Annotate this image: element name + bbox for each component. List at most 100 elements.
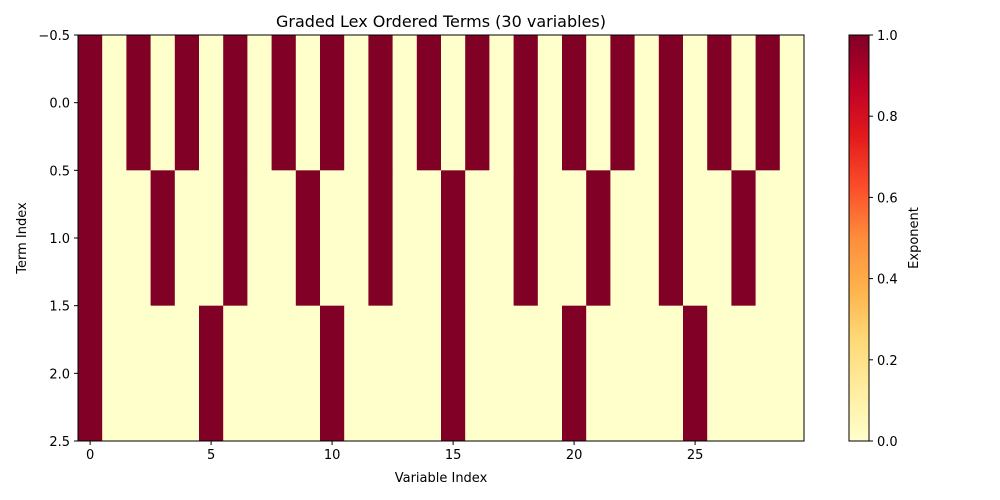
heatmap-cell bbox=[562, 305, 587, 442]
heatmap-cell bbox=[755, 35, 781, 171]
heatmap-cell bbox=[416, 305, 442, 442]
heatmap-cell bbox=[295, 170, 321, 307]
heatmap-cell bbox=[247, 35, 272, 171]
heatmap-cell bbox=[150, 170, 176, 307]
heatmap-cell bbox=[174, 170, 200, 307]
heatmap-cell bbox=[658, 305, 684, 442]
heatmap-cell bbox=[537, 170, 563, 307]
heatmap-cell bbox=[174, 305, 200, 442]
heatmap-cell bbox=[586, 305, 611, 442]
heatmap-cell bbox=[537, 35, 563, 171]
heatmap-cell bbox=[707, 305, 732, 442]
colorbar bbox=[848, 34, 870, 442]
chart-title: Graded Lex Ordered Terms (30 variables) bbox=[276, 12, 606, 31]
y-axis: −0.5 0.0 0.5 1.0 1.5 2.0 2.5 bbox=[38, 29, 78, 450]
heatmap-cell bbox=[102, 170, 127, 307]
y-tick-label: 2.5 bbox=[49, 435, 70, 450]
heatmap-cell bbox=[392, 305, 418, 442]
heatmap-cell bbox=[586, 170, 611, 307]
x-tick-label: 5 bbox=[207, 448, 215, 463]
y-tick-label: 0.5 bbox=[49, 164, 70, 179]
heatmap-cell bbox=[465, 35, 490, 171]
heatmap-cell bbox=[586, 35, 611, 171]
heatmap-cell bbox=[344, 170, 369, 307]
y-tick-label: −0.5 bbox=[38, 29, 70, 44]
heatmap-cell bbox=[320, 305, 345, 442]
heatmap-cell bbox=[392, 170, 418, 307]
heatmap-cell bbox=[441, 305, 466, 442]
heatmap-cell bbox=[441, 35, 466, 171]
heatmap-cell bbox=[368, 35, 393, 171]
colorbar-tick-label: 0.4 bbox=[877, 273, 898, 288]
heatmap-cell bbox=[199, 305, 224, 442]
heatmap-cell bbox=[731, 305, 756, 442]
heatmap-cell bbox=[755, 170, 781, 307]
heatmap-cell bbox=[271, 35, 297, 171]
y-axis-label: Term Index bbox=[15, 202, 30, 275]
colorbar-tick-label: 0.6 bbox=[877, 191, 898, 206]
heatmap-cell bbox=[392, 35, 418, 171]
heatmap-cell bbox=[247, 170, 272, 307]
heatmap-cell bbox=[513, 170, 539, 307]
heatmap-cell bbox=[320, 35, 345, 171]
heatmap-cell bbox=[126, 305, 151, 442]
heatmap-cell bbox=[755, 305, 781, 442]
heatmap-cell bbox=[344, 35, 369, 171]
heatmap-cell bbox=[610, 170, 635, 307]
heatmap-cell bbox=[126, 35, 151, 171]
x-tick-label: 0 bbox=[86, 448, 94, 463]
heatmap-cell bbox=[465, 305, 490, 442]
heatmap-cell bbox=[513, 35, 539, 171]
colorbar-label: Exponent bbox=[907, 207, 922, 269]
x-tick-label: 10 bbox=[324, 448, 341, 463]
y-tick-label: 1.5 bbox=[49, 300, 70, 315]
heatmap-cell bbox=[295, 305, 321, 442]
heatmap-cell bbox=[271, 170, 297, 307]
heatmap-cell bbox=[707, 35, 732, 171]
heatmap-cell bbox=[731, 35, 756, 171]
heatmap-cell bbox=[78, 170, 103, 307]
heatmap-cell bbox=[102, 305, 127, 442]
heatmap-cell bbox=[658, 170, 684, 307]
heatmap-cell bbox=[223, 170, 248, 307]
x-axis-label: Variable Index bbox=[395, 471, 488, 486]
heatmap-cell bbox=[683, 35, 708, 171]
heatmap-cell bbox=[199, 35, 224, 171]
heatmap-cell bbox=[707, 170, 732, 307]
heatmap-cell bbox=[295, 35, 321, 171]
colorbar-tick-label: 0.0 bbox=[877, 435, 898, 450]
heatmap-cell bbox=[634, 170, 660, 307]
x-tick-label: 15 bbox=[445, 448, 462, 463]
heatmap-cell bbox=[779, 35, 805, 171]
heatmap-cell bbox=[658, 35, 684, 171]
heatmap-cells bbox=[78, 35, 805, 442]
heatmap-cell bbox=[731, 170, 756, 307]
heatmap-cell bbox=[489, 305, 514, 442]
heatmap-cell bbox=[634, 305, 660, 442]
heatmap-cell bbox=[489, 35, 514, 171]
y-tick-label: 0.0 bbox=[49, 97, 70, 112]
heatmap-cell bbox=[320, 170, 345, 307]
heatmap-cell bbox=[223, 305, 248, 442]
x-tick-label: 25 bbox=[687, 448, 704, 463]
heatmap-cell bbox=[416, 170, 442, 307]
heatmap-cell bbox=[368, 170, 393, 307]
heatmap-cell bbox=[683, 305, 708, 442]
heatmap-cell bbox=[102, 35, 127, 171]
x-axis: 0 5 10 15 20 25 bbox=[86, 441, 703, 463]
colorbar-tick-label: 1.0 bbox=[877, 29, 898, 44]
heatmap-cell bbox=[344, 305, 369, 442]
heatmap-cell bbox=[126, 170, 151, 307]
heatmap-cell bbox=[562, 170, 587, 307]
colorbar-tick-label: 0.8 bbox=[877, 110, 898, 125]
heatmap-cell bbox=[78, 305, 103, 442]
heatmap-cell bbox=[489, 170, 514, 307]
heatmap-cell bbox=[199, 170, 224, 307]
heatmap-cell bbox=[441, 170, 466, 307]
heatmap-cell bbox=[610, 305, 635, 442]
heatmap-cell bbox=[416, 35, 442, 171]
heatmap-cell bbox=[223, 35, 248, 171]
heatmap-cell bbox=[779, 170, 805, 307]
